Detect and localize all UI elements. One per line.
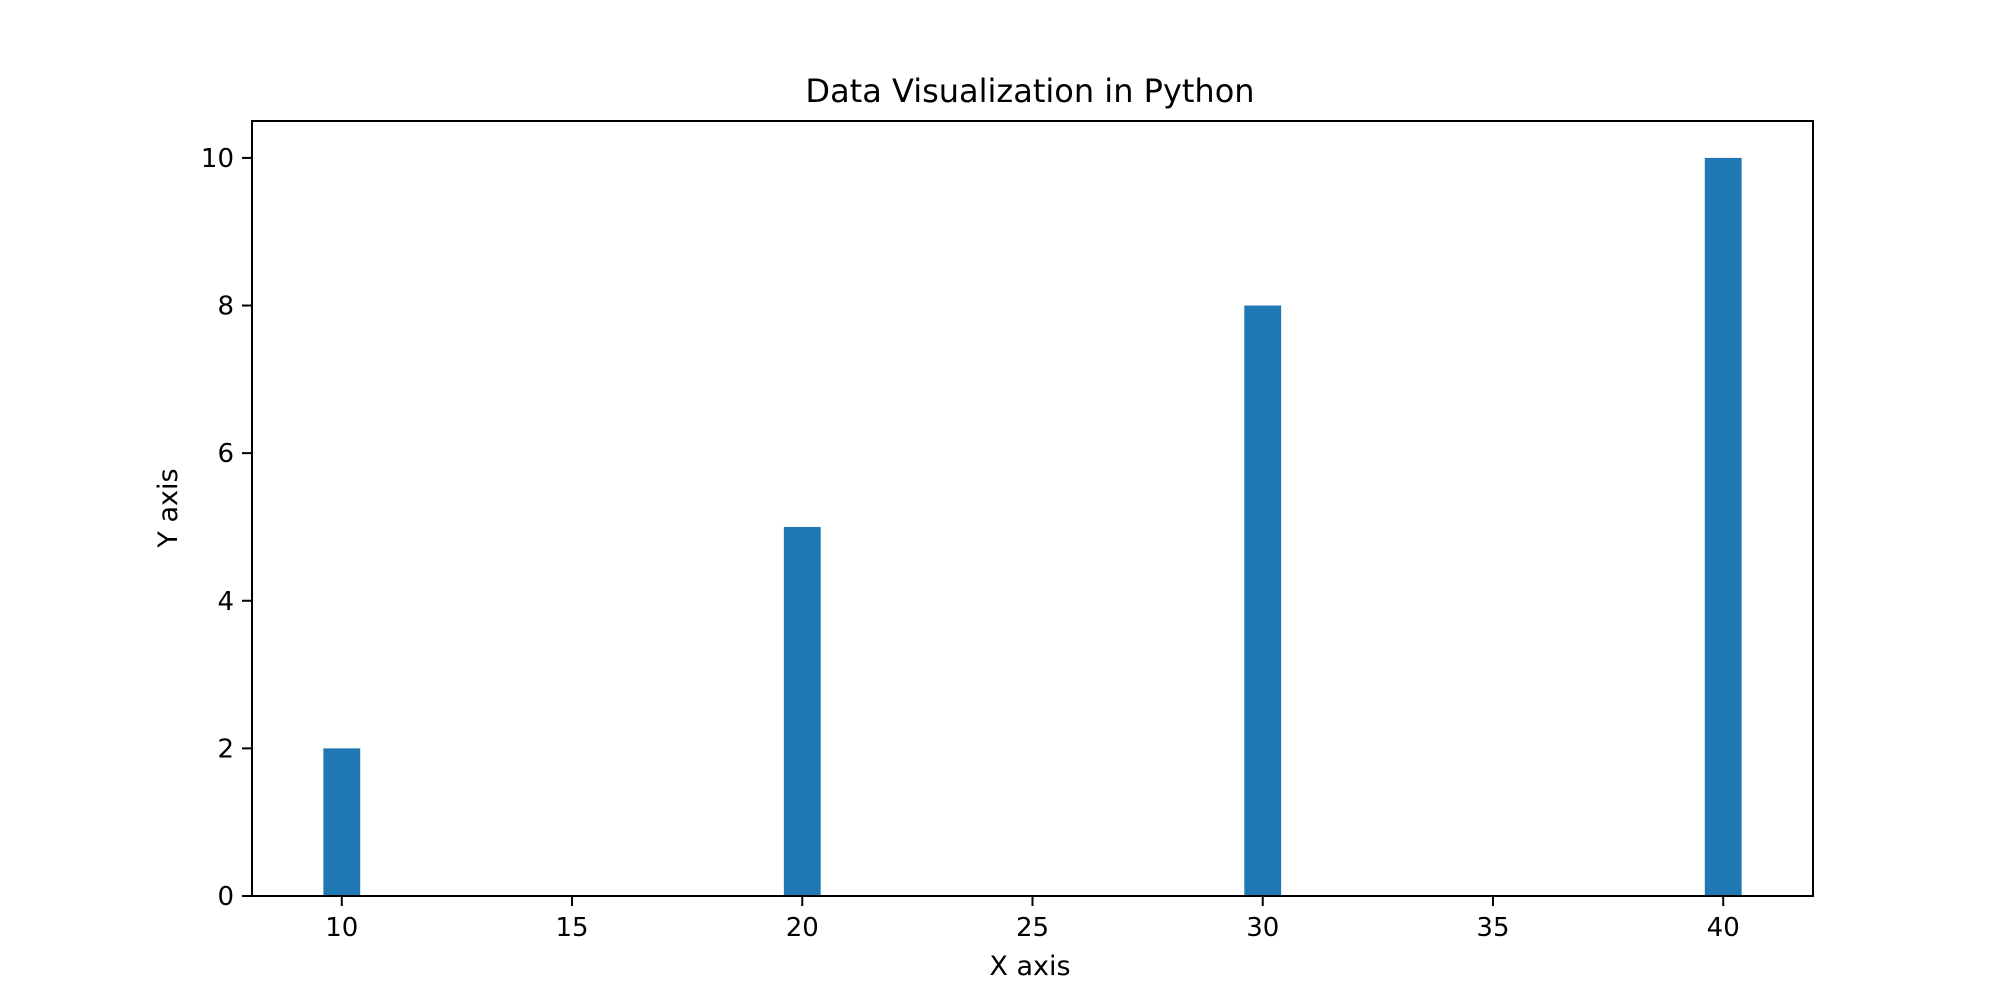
plot-frame — [251, 120, 1814, 897]
x-tick-label-15: 15 — [555, 913, 588, 943]
ticks-layer: 10 15 20 25 30 35 40 0 2 4 6 8 10 — [201, 144, 1740, 943]
bar-20 — [783, 526, 821, 896]
y-tick-label-6: 6 — [217, 439, 234, 469]
x-tick-label-30: 30 — [1246, 913, 1279, 943]
x-tick-label-25: 25 — [1016, 913, 1049, 943]
y-axis-title: Y axis — [153, 468, 184, 548]
x-tick-label-35: 35 — [1476, 913, 1509, 943]
y-tick-label-10: 10 — [201, 144, 234, 174]
x-tick-label-20: 20 — [786, 913, 819, 943]
y-tick-label-8: 8 — [217, 292, 234, 322]
x-tick-label-40: 40 — [1707, 913, 1740, 943]
y-tick-label-4: 4 — [217, 587, 234, 617]
bar-10 — [323, 748, 361, 896]
chart-title: Data Visualization in Python — [805, 72, 1254, 110]
bars-layer — [323, 157, 1742, 896]
bar-30 — [1244, 305, 1282, 896]
x-tick-label-10: 10 — [325, 913, 358, 943]
bar-40 — [1704, 157, 1742, 896]
x-axis-title: X axis — [989, 951, 1070, 982]
y-tick-label-2: 2 — [217, 734, 234, 764]
axes-layer — [251, 120, 1814, 897]
y-tick-label-0: 0 — [217, 882, 234, 912]
